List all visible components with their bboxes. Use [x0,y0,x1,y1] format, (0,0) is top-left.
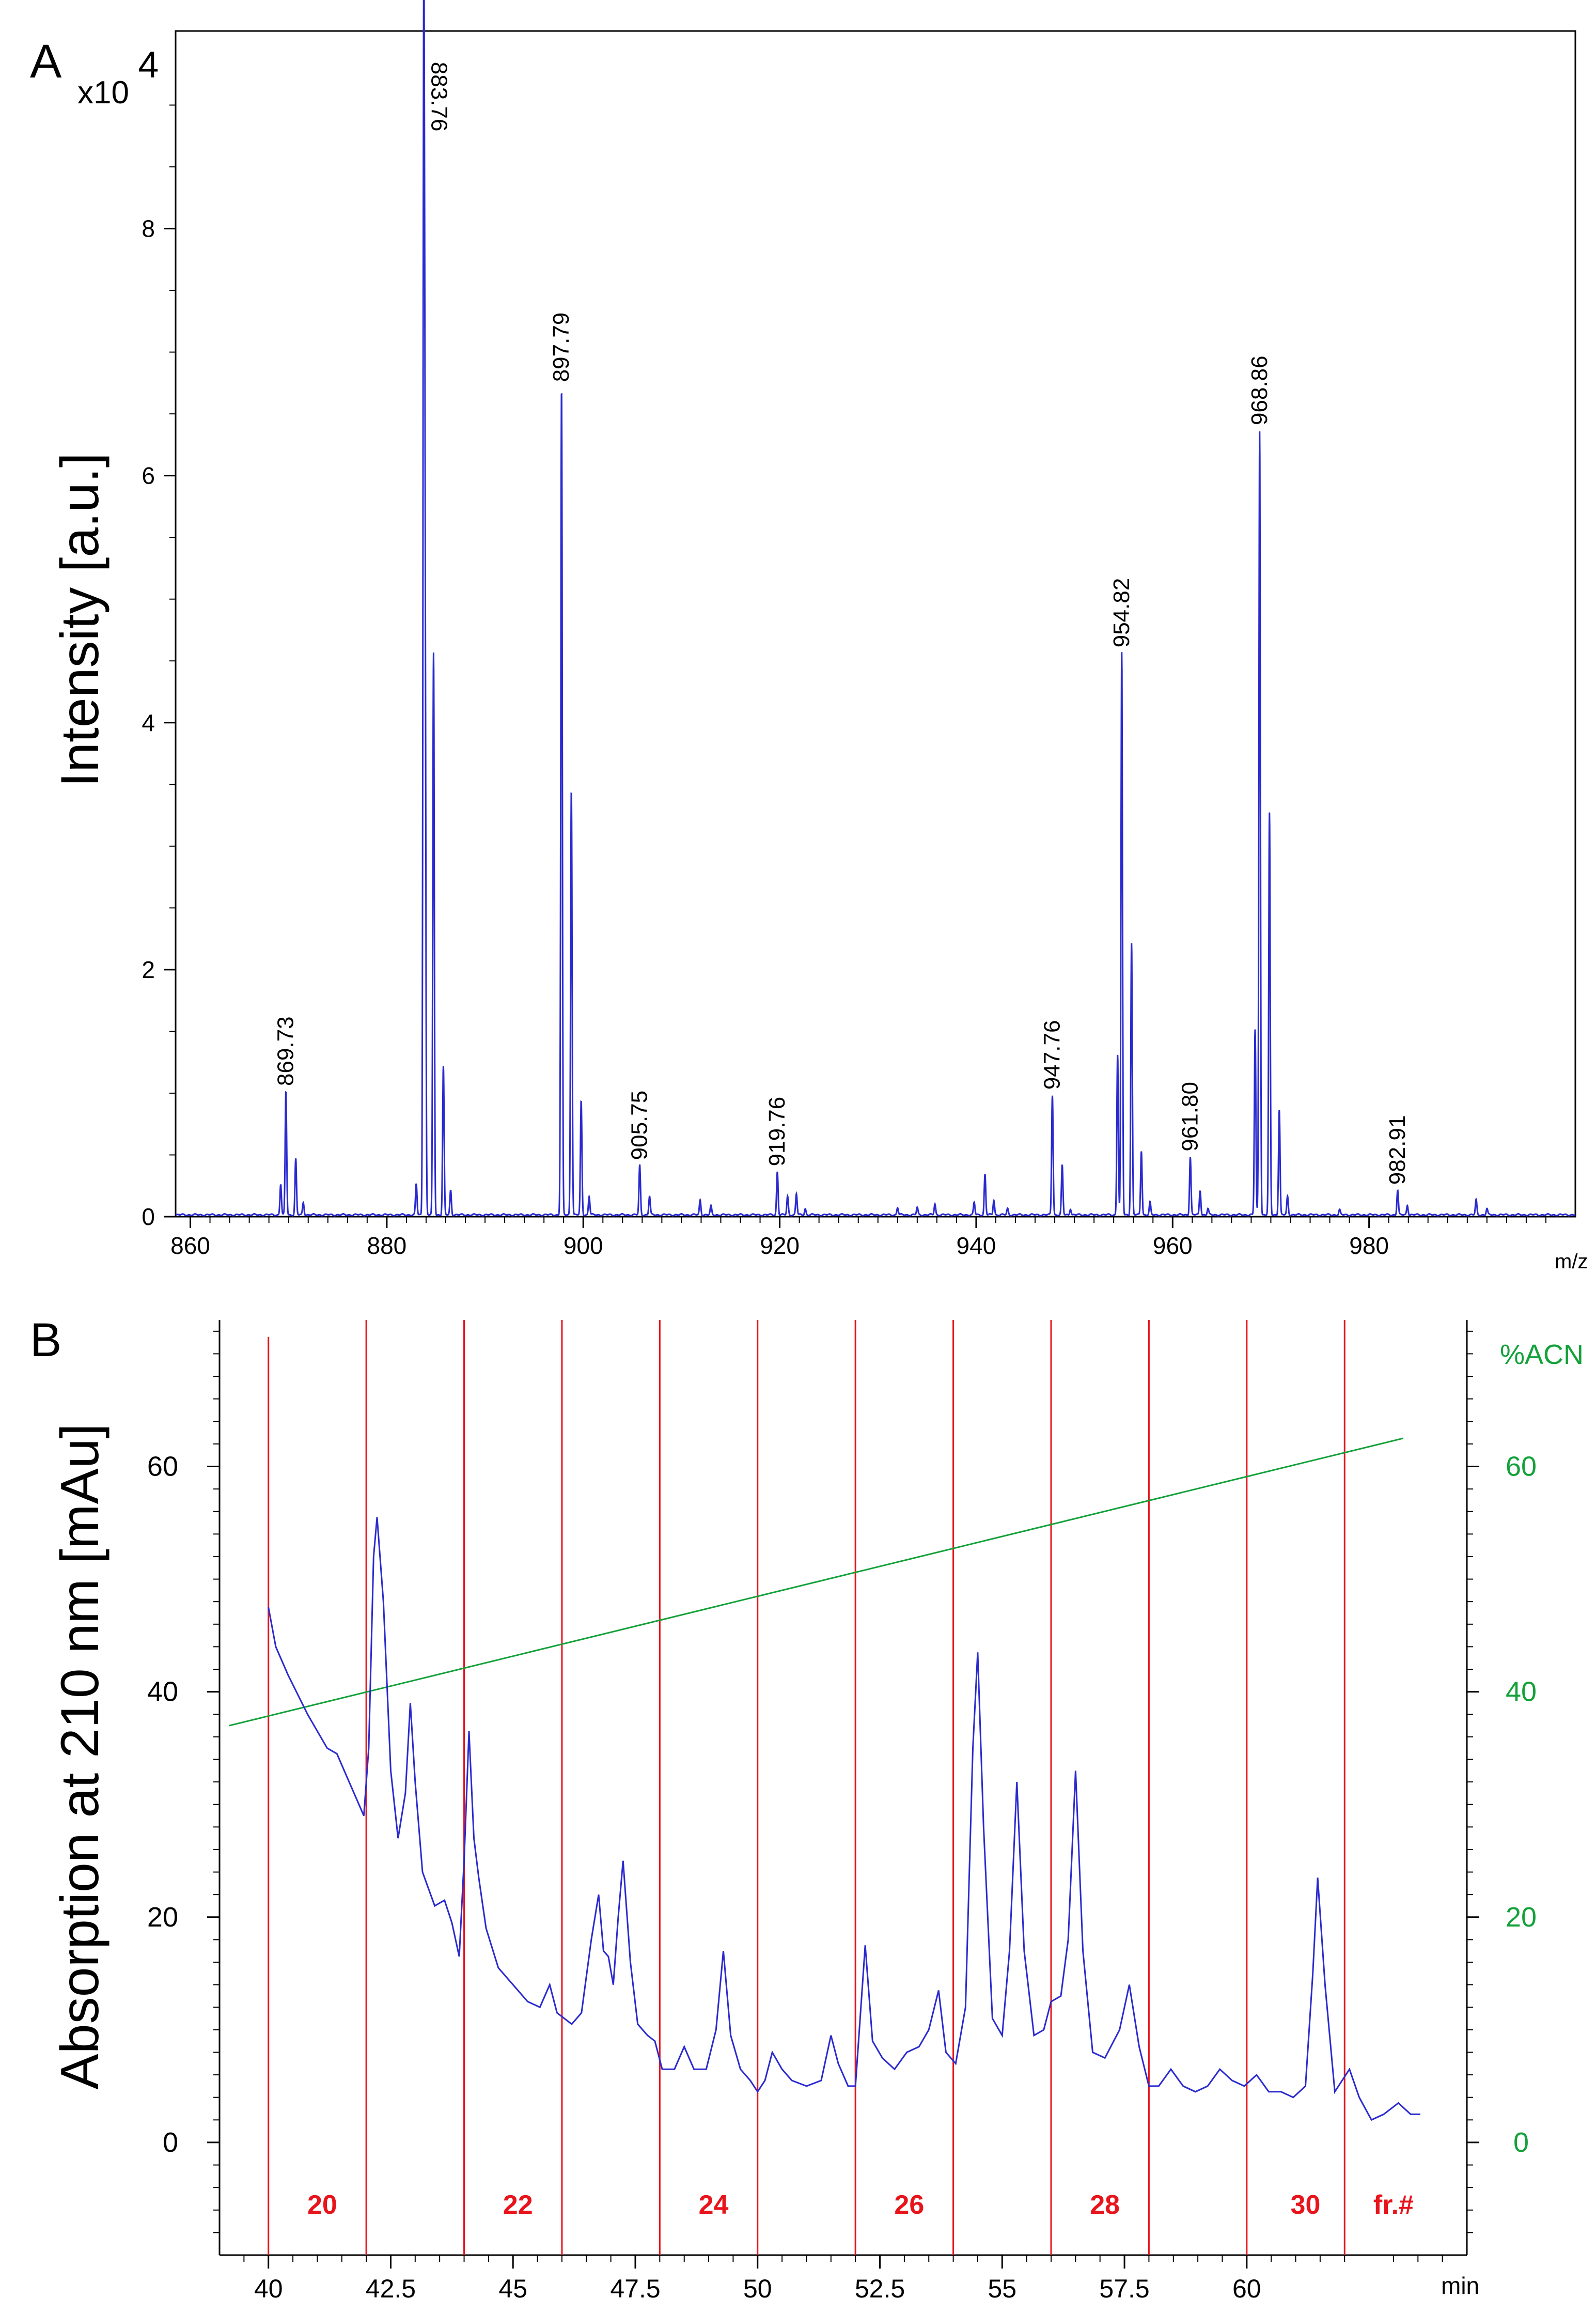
fraction-label: 26 [894,2190,924,2220]
x-tick-label-a: 940 [957,1232,996,1259]
x-tick-label-b: 50 [743,2274,772,2303]
y-tick-label-b: 0 [163,2127,178,2158]
fraction-label: 28 [1090,2190,1120,2220]
x-tick-label-a: 920 [760,1232,800,1259]
y-tick-label-a: 0 [142,1203,155,1230]
panel-b-letter: B [30,1314,61,1366]
chromatogram-panel: B Absorption at 210 nm [mAu] 0 20 40 60 0 20… [30,1314,1584,2303]
x-axis-unit-a: m/z [1555,1250,1588,1273]
plot-frame-a [175,30,1576,1218]
multiplier-exponent: 4 [138,44,159,86]
fraction-label: 24 [699,2190,729,2220]
acn-gradient-line [229,1437,1404,1727]
fraction-boundaries [268,1320,1345,2255]
fraction-label: 22 [503,2190,533,2220]
y-tick-label-a: 2 [142,956,155,983]
panel-a-letter: A [30,35,62,88]
peak-label: 919.76 [764,1097,790,1167]
y-tick-label-b: 40 [147,1676,178,1707]
peak-label: 869.73 [273,1016,299,1086]
y-tick-label-a: 4 [142,709,155,736]
y2-tick-label: 60 [1506,1451,1537,1482]
peak-label: 968.86 [1247,355,1272,425]
fraction-label: 30 [1291,2190,1321,2220]
y-ticks-b: 0 20 40 60 [147,1330,220,2233]
x-tick-label-b: 40 [254,2274,283,2303]
intensity-multiplier: x10 4 [77,44,159,111]
y-tick-label-b: 60 [147,1451,178,1482]
y2-tick-label: 0 [1513,2127,1529,2158]
y-tick-label-b: 20 [147,1902,178,1933]
x-ticks-b: 40 42.5 45 47.5 50 52.5 55 57.5 60 [243,2255,1443,2303]
y2-axis-title: %ACN [1500,1339,1584,1370]
fraction-label: fr.# [1373,2190,1414,2220]
x-axis-unit-b: min [1441,2272,1479,2299]
x-tick-label-b: 57.5 [1099,2274,1149,2303]
y2-tick-label: 40 [1506,1676,1537,1707]
x-tick-label-a: 860 [170,1232,210,1259]
y-axis-title-a: Intensity [a.u.] [50,453,110,787]
x-tick-label-b: 52.5 [855,2274,905,2303]
x-ticks-a: 860 880 900 920 940 960 980 [170,1217,1546,1259]
y-tick-label-a: 8 [142,215,155,242]
y-ticks-a: 0 2 4 6 8 [142,104,176,1230]
peak-label: 947.76 [1040,1020,1065,1090]
x-tick-label-b: 42.5 [366,2274,416,2303]
peak-label: 961.80 [1178,1082,1203,1152]
peak-label: 954.82 [1109,578,1134,648]
peak-label: 883.76 [426,62,451,132]
y2-tick-label: 20 [1506,1902,1537,1933]
multiplier-base: x10 [77,75,129,111]
x-tick-label-b: 55 [988,2274,1016,2303]
peak-label: 982.91 [1385,1115,1410,1185]
peak-label: 897.79 [549,313,574,382]
x-tick-label-a: 900 [564,1232,603,1259]
x-tick-label-b: 60 [1232,2274,1261,2303]
x-tick-label-b: 47.5 [610,2274,660,2303]
x-tick-label-a: 980 [1349,1232,1389,1259]
y2-ticks-b: 0 20 40 60 [1467,1330,1537,2233]
x-tick-label-a: 960 [1153,1232,1193,1259]
x-tick-label-a: 880 [367,1232,407,1259]
mass-spectrum-panel: A x10 4 Intensity [a.u.] 0 2 4 6 8 860 880 900… [30,0,1588,1273]
peak-label: 905.75 [627,1091,652,1160]
mass-spectrum-trace [175,0,1576,1217]
peak-labels-a: 869.73 883.76 897.79 905.75 919.76 947.76 954.… [273,62,1410,1185]
x-tick-label-b: 45 [498,2274,527,2303]
y-tick-label-a: 6 [142,462,155,489]
uv-absorbance-trace [268,1517,1420,2121]
fraction-label: 20 [307,2190,337,2220]
fraction-labels: 20 22 24 26 28 30 fr.# [307,2190,1414,2220]
y-axis-title-b: Absorption at 210 nm [mAu] [50,1423,110,2089]
